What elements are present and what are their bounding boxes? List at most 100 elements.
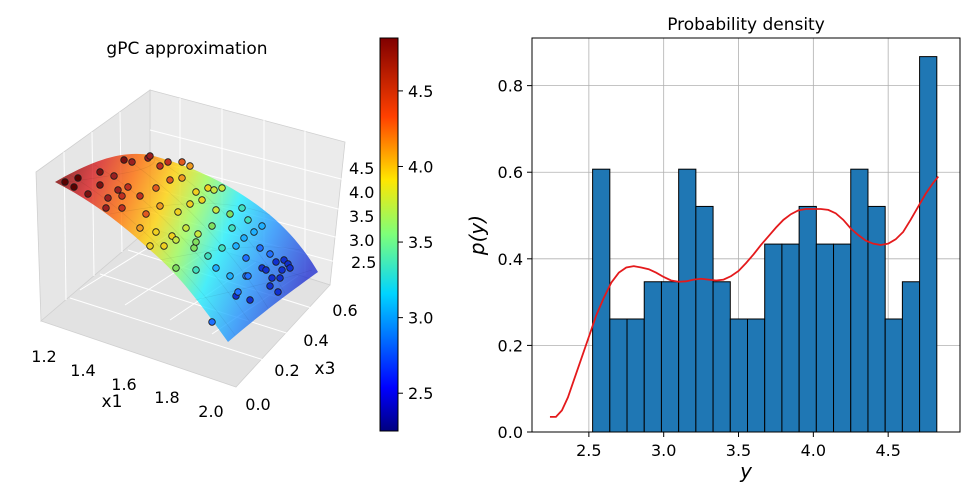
colorbar-tick-label: 4.5 xyxy=(408,82,433,101)
x1-tick: 2.0 xyxy=(198,402,223,421)
colorbar-gradient xyxy=(379,37,399,432)
histogram-bar xyxy=(815,243,835,433)
histogram-bar xyxy=(901,281,921,433)
sample-point xyxy=(226,210,234,218)
sample-point xyxy=(286,264,294,272)
sample-point xyxy=(238,204,246,212)
sample-point xyxy=(218,184,226,192)
histogram-plot: Probability density 2.5 3.0 3.5 4.0 4.5 0.0 0… xyxy=(465,15,961,483)
x-tick-label: 2.5 xyxy=(576,441,601,460)
sample-point xyxy=(272,258,280,266)
sample-point xyxy=(256,244,264,252)
histogram-bar xyxy=(712,281,731,433)
colorbar-tick-label: 3.5 xyxy=(408,233,433,252)
y-tick-label: 0.8 xyxy=(498,77,523,96)
histogram-bar xyxy=(729,318,748,433)
sample-point xyxy=(160,242,168,250)
sample-point xyxy=(234,288,242,296)
density-curve xyxy=(549,175,940,418)
sample-point xyxy=(182,224,190,232)
histogram-bar xyxy=(781,243,800,433)
sample-point xyxy=(250,228,258,236)
x-tick-label: 3.0 xyxy=(651,441,676,460)
sample-point xyxy=(268,274,276,282)
histogram-bar xyxy=(746,318,766,433)
sample-point xyxy=(262,266,270,274)
sample-point xyxy=(174,208,182,216)
sample-point xyxy=(178,174,186,182)
sample-point xyxy=(244,272,252,280)
sample-point xyxy=(186,162,194,170)
sample-point xyxy=(212,264,220,272)
y-tick-label: 0.0 xyxy=(498,423,523,442)
sample-point xyxy=(190,244,198,252)
histogram-bar xyxy=(884,318,903,433)
histogram-bar xyxy=(660,281,680,433)
sample-point xyxy=(186,200,194,208)
sample-point xyxy=(218,244,226,252)
histogram-bar xyxy=(695,205,714,433)
z-tick: 2.5 xyxy=(351,253,376,272)
surface-plot: gPC approximation xyxy=(31,39,376,421)
sample-point xyxy=(258,222,266,230)
z-tick: 3.5 xyxy=(349,207,374,226)
sample-point xyxy=(128,158,136,166)
histogram-bar xyxy=(626,318,645,433)
histogram-bar xyxy=(798,205,817,433)
histogram-title: Probability density xyxy=(667,15,825,35)
response-surface xyxy=(55,153,318,342)
x3-tick: 0.4 xyxy=(303,331,328,350)
sample-point xyxy=(212,206,220,214)
sample-point xyxy=(146,242,154,250)
sample-point xyxy=(146,152,154,160)
sample-point xyxy=(228,224,236,232)
sample-point xyxy=(172,264,180,272)
sample-point xyxy=(266,282,274,290)
sample-point xyxy=(178,158,186,166)
z-tick: 4.0 xyxy=(349,183,374,202)
sample-point xyxy=(152,184,160,192)
sample-point xyxy=(208,222,216,230)
sample-point xyxy=(240,234,248,242)
sample-point xyxy=(210,186,218,194)
sample-point xyxy=(244,216,252,224)
histogram-bar xyxy=(643,281,662,433)
histogram-bar xyxy=(678,168,697,433)
sample-point xyxy=(84,190,92,198)
y-tick-label: 0.6 xyxy=(498,163,523,182)
x-tick-label: 3.5 xyxy=(726,441,751,460)
colorbar-tick-label: 4.0 xyxy=(408,157,433,176)
sample-point xyxy=(118,204,126,212)
x1-tick: 1.6 xyxy=(111,375,136,394)
sample-point xyxy=(192,266,200,274)
sample-point xyxy=(208,318,216,326)
sample-point xyxy=(124,183,132,191)
sample-point xyxy=(274,288,282,296)
colorbar: 2.5 3.0 3.5 4.0 4.5 xyxy=(379,37,433,432)
x-tick-label: 4.5 xyxy=(875,441,900,460)
sample-point xyxy=(204,184,212,192)
colorbar-tick-label: 3.0 xyxy=(408,309,433,328)
sample-point xyxy=(96,181,104,189)
surface-plot-title: gPC approximation xyxy=(106,39,267,59)
sample-point xyxy=(156,202,164,210)
sample-point xyxy=(232,242,240,250)
histogram-x-ticks: 2.5 3.0 3.5 4.0 4.5 xyxy=(576,432,901,460)
sample-point xyxy=(114,186,122,194)
histogram-bar xyxy=(867,205,886,433)
x3-axis-label: x3 xyxy=(315,359,336,379)
x1-tick: 1.2 xyxy=(31,347,56,366)
colorbar-tick-label: 2.5 xyxy=(408,384,433,403)
sample-point xyxy=(96,168,104,176)
z-ticks: 2.5 3.0 3.5 4.0 4.5 xyxy=(349,159,376,272)
sample-point xyxy=(276,274,284,282)
x3-tick: 0.0 xyxy=(245,395,270,414)
z-tick: 4.5 xyxy=(349,159,374,178)
sample-point xyxy=(192,238,200,246)
sample-point xyxy=(266,250,274,258)
sample-point xyxy=(194,230,202,238)
sample-point xyxy=(104,194,112,202)
colorbar-ticks: 2.5 3.0 3.5 4.0 4.5 xyxy=(398,82,433,403)
x-tick-label: 4.0 xyxy=(801,441,826,460)
